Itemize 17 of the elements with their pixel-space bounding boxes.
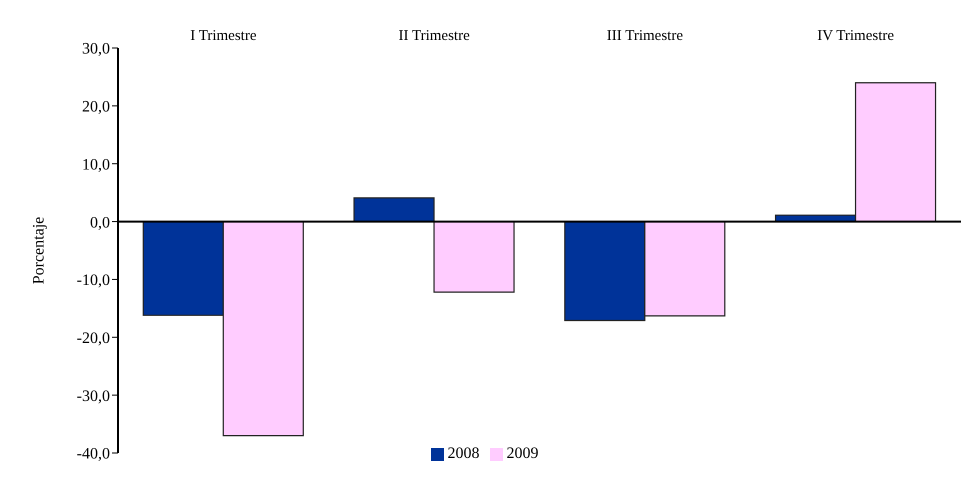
legend-label: 2009: [506, 445, 538, 462]
y-tick-label: 20,0: [82, 98, 110, 116]
y-tick-label: -10,0: [76, 272, 110, 290]
x-tick-label: IV Trimestre: [817, 28, 894, 44]
y-tick-label: 30,0: [82, 40, 110, 58]
y-axis-title: Porcentaje: [30, 216, 48, 284]
x-tick-label: II Trimestre: [398, 28, 470, 44]
bar: [433, 220, 515, 293]
y-tick-label: 10,0: [82, 156, 110, 174]
y-tick-label: -40,0: [76, 446, 110, 463]
x-tick-label: I Trimestre: [190, 28, 257, 44]
y-tick-label: -30,0: [76, 388, 110, 405]
bar: [353, 197, 435, 222]
y-tick-label: -20,0: [76, 330, 110, 347]
x-tick-label: III Trimestre: [606, 28, 684, 44]
y-tick-label: 0,0: [90, 214, 110, 232]
legend-label: 2008: [448, 445, 480, 462]
